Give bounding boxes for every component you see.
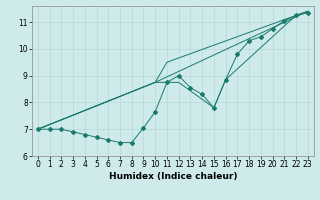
X-axis label: Humidex (Indice chaleur): Humidex (Indice chaleur) [108,172,237,181]
